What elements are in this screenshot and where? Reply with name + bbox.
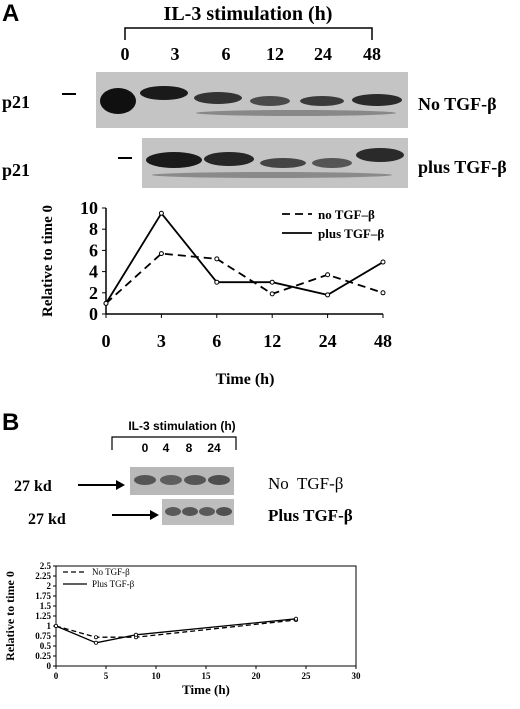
chart-a-point xyxy=(380,259,386,265)
chart-b-ytick-label: 1 xyxy=(47,621,52,631)
panel-a-letter: A xyxy=(2,0,20,27)
panel-b-stimulation-title: IL-3 stimulation (h) xyxy=(128,419,236,433)
panel-b-row2-marker: 27 kd xyxy=(28,511,66,528)
chart-a-ytick-label: 8 xyxy=(89,219,98,239)
chart-b-point xyxy=(54,624,59,629)
panel-b-blot-row1 xyxy=(130,467,234,495)
chart-a-xtick-label: 3 xyxy=(157,331,166,351)
panel-b-row1-condition: No TGF-β xyxy=(268,474,344,493)
chart-a-series-line-1 xyxy=(105,211,384,304)
chart-a-ytick-label: 10 xyxy=(80,198,98,218)
panel-a-row2-dash xyxy=(118,157,132,159)
chart-a-xlabel: Time (h) xyxy=(216,371,275,388)
panel-b-row2-arrow-icon xyxy=(112,510,159,520)
panel-b-letter: B xyxy=(2,409,20,436)
panel-a-row1-condition: No TGF-β xyxy=(418,94,497,114)
chart-a-point xyxy=(103,300,109,306)
chart-b-legend-label: No TGF-β xyxy=(92,567,130,577)
panel-a-stimulation-title: IL-3 stimulation (h) xyxy=(163,3,333,25)
chart-b-ylabel: Relative to time 0 xyxy=(3,571,17,661)
chart-a-ylabel: Relative to time 0 xyxy=(40,205,56,317)
chart-b-xlabel: Time (h) xyxy=(182,682,230,697)
chart-b-xtick-label: 0 xyxy=(54,671,59,681)
chart-b-ytick-label: 0.75 xyxy=(35,631,51,641)
panel-a-lane-48: 48 xyxy=(363,44,381,64)
panel-a-row2-protein: p21 xyxy=(2,160,31,180)
panel-b-row1-arrow-icon xyxy=(78,480,125,490)
chart-b-ytick-label: 1.75 xyxy=(35,591,51,601)
panel-a-lane-24: 24 xyxy=(314,44,332,64)
chart-b-ytick-label: 1.25 xyxy=(35,611,51,621)
chart-a-xtick-label: 6 xyxy=(212,331,221,351)
chart-b-ytick-label: 2.5 xyxy=(40,561,52,571)
panel-b-lane-0: 0 xyxy=(141,441,149,455)
chart-b-xtick-label: 15 xyxy=(202,671,212,681)
chart-b-xtick-label: 25 xyxy=(302,671,312,681)
chart-a-point xyxy=(380,290,386,296)
chart-b-ytick-label: 0.5 xyxy=(40,641,52,651)
chart-b-ytick-label: 2 xyxy=(47,581,52,591)
chart-a-ytick-label: 6 xyxy=(89,240,98,260)
panel-a-row2-condition: plus TGF-β xyxy=(418,157,507,177)
chart-b-xtick-label: 30 xyxy=(352,671,362,681)
panel-b-lane-4: 4 xyxy=(162,441,170,455)
chart-b-ytick-label: 2.25 xyxy=(35,571,51,581)
panel-a-bracket xyxy=(124,27,373,40)
chart-b-point xyxy=(94,640,99,645)
panel-b-lane-8: 8 xyxy=(185,441,193,455)
panel-a-blot-row1 xyxy=(96,72,408,128)
panel-a-lane-6: 6 xyxy=(221,44,231,64)
chart-a-ytick-label: 4 xyxy=(89,262,98,282)
chart-a-point xyxy=(325,272,331,278)
chart-a-point xyxy=(158,210,164,216)
panel-a-lane-12: 12 xyxy=(266,44,284,64)
chart-a-point xyxy=(214,256,220,262)
chart-a-point xyxy=(269,279,275,285)
chart-b-ytick-label: 0 xyxy=(47,661,52,671)
chart-b-legend-label: Plus TGF-β xyxy=(92,579,135,589)
chart-a-point xyxy=(158,251,164,257)
panel-b-blot-row2 xyxy=(162,499,234,525)
panel-a-lane-0: 0 xyxy=(120,44,130,64)
panel-b-bracket xyxy=(111,436,237,450)
panel-a-blot-row2 xyxy=(142,138,408,188)
chart-b-xtick-label: 10 xyxy=(152,671,162,681)
panel-a-row1-dash xyxy=(62,93,76,95)
chart-a-legend-label: plus TGF–β xyxy=(318,226,384,241)
chart-a-ytick-label: 0 xyxy=(89,304,98,324)
chart-b-point xyxy=(293,616,298,621)
chart-b-ytick-label: 0.25 xyxy=(35,651,51,661)
chart-b-ytick-label: 1.5 xyxy=(40,601,52,611)
chart-a-xtick-label: 24 xyxy=(319,331,337,351)
panel-b-row1-marker: 27 kd xyxy=(14,478,52,495)
chart-a-point xyxy=(214,279,220,285)
chart-b-xtick-label: 20 xyxy=(252,671,262,681)
chart-b-series-line-1 xyxy=(55,618,297,644)
chart-a-xtick-label: 0 xyxy=(102,331,111,351)
chart-a-legend-label: no TGF–β xyxy=(318,207,375,222)
panel-a-lane-3: 3 xyxy=(170,44,180,64)
chart-b-point xyxy=(94,635,99,640)
chart-b-series-line-0 xyxy=(55,619,297,638)
chart-b-point xyxy=(133,632,138,637)
panel-b-lane-24: 24 xyxy=(207,441,221,455)
panel-a-row1-protein: p21 xyxy=(2,92,31,112)
chart-a-series-line-0 xyxy=(105,252,384,305)
panel-b-row2-condition: Plus TGF-β xyxy=(268,506,353,525)
chart-a-xtick-label: 48 xyxy=(374,331,392,351)
chart-a-xtick-label: 12 xyxy=(263,331,281,351)
chart-a-point xyxy=(269,291,275,297)
chart-a-ytick-label: 2 xyxy=(89,283,98,303)
chart-a-point xyxy=(325,292,331,298)
chart-b-xtick-label: 5 xyxy=(104,671,109,681)
